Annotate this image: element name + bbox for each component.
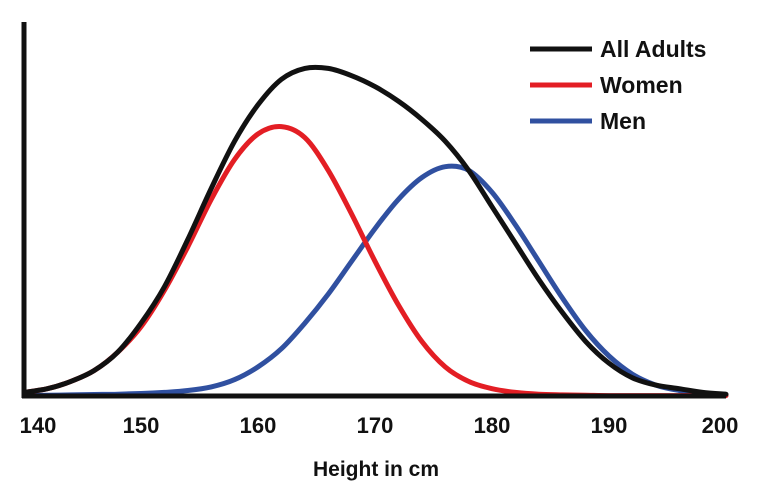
series-line-women [21, 124, 729, 399]
x-tick-label: 200 [702, 413, 739, 438]
x-tick-label: 160 [240, 413, 277, 438]
x-tick-label: 150 [123, 413, 160, 438]
legend: All Adults Women Men [530, 36, 706, 134]
legend-label: Men [600, 108, 646, 134]
series-line-all-adults [21, 64, 729, 397]
series-line-men [21, 163, 729, 399]
x-axis-title: Height in cm [313, 458, 439, 481]
legend-label: All Adults [600, 36, 706, 62]
x-tick-label: 140 [20, 413, 57, 438]
x-tick-labels: 140 150 160 170 180 190 200 [20, 413, 739, 438]
x-tick-label: 180 [474, 413, 511, 438]
legend-label: Women [600, 72, 683, 98]
x-tick-label: 170 [357, 413, 394, 438]
x-tick-label: 190 [591, 413, 628, 438]
